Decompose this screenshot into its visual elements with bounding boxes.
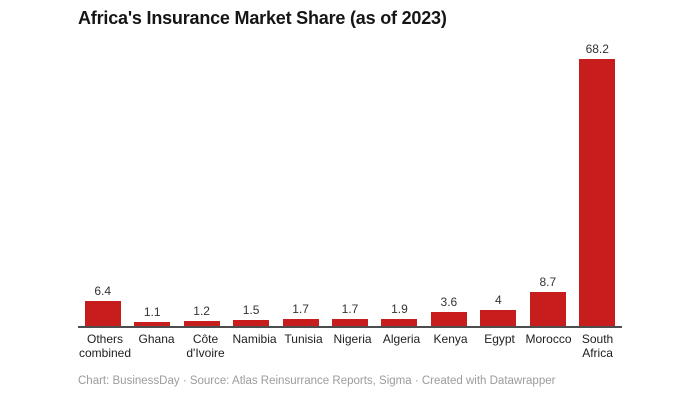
category-label: Egypt <box>484 332 515 346</box>
value-label: 8.7 <box>539 274 557 289</box>
category-label: Kenya <box>433 332 468 346</box>
category-label: Côte d'Ivoire <box>186 332 225 361</box>
category-label: Tunisia <box>284 332 323 346</box>
chart-title: Africa's Insurance Market Share (as of 2… <box>78 8 447 28</box>
value-label: 1.1 <box>143 304 161 319</box>
bar-column: 1.1 <box>127 305 176 326</box>
bar-column: 1.9 <box>375 302 424 326</box>
bar <box>282 319 319 326</box>
value-label: 1.9 <box>391 301 408 316</box>
x-axis-line <box>78 326 622 328</box>
value-label: 1.7 <box>341 302 359 317</box>
category-label: South Africa <box>581 332 614 361</box>
category-label: Others combined <box>79 332 132 361</box>
bar <box>579 59 616 326</box>
bars-row: 6.4 1.1 1.2 1.5 1.7 1.7 1.9 3.6 4 8.7 68.2 <box>78 42 622 326</box>
bar <box>381 318 418 326</box>
value-label: 68.2 <box>585 42 609 56</box>
bar-column: 1.5 <box>226 303 275 326</box>
bar-column: 1.2 <box>177 304 226 326</box>
bar <box>134 321 171 326</box>
category-label: Ghana <box>138 332 175 346</box>
bar <box>430 311 467 326</box>
bar-column: 1.7 <box>325 302 374 326</box>
bar-column: 6.4 <box>78 284 127 326</box>
bar <box>183 321 220 326</box>
bar-column: 8.7 <box>523 275 572 326</box>
category-label: Algeria <box>382 332 421 346</box>
bar-column: 3.6 <box>424 295 473 326</box>
bar <box>233 320 270 326</box>
category-label: Morocco <box>525 332 572 346</box>
value-label: 6.4 <box>94 283 112 298</box>
bar-column: 1.7 <box>276 302 325 326</box>
value-label: 1.7 <box>292 302 309 317</box>
bar <box>84 300 121 326</box>
bar <box>480 310 517 326</box>
attribution-line: Chart: BusinessDay · Source: Atlas Reins… <box>78 375 556 387</box>
category-label: Namibia <box>232 332 277 346</box>
value-label: 3.6 <box>440 294 458 309</box>
category-label: Nigeria <box>333 332 372 346</box>
bar-column: 68.2 <box>573 42 622 326</box>
value-label: 1.2 <box>193 304 210 319</box>
bar <box>331 319 368 326</box>
bar <box>529 291 566 326</box>
value-label: 4 <box>495 293 502 308</box>
categories-row: Others combined Ghana Côte d'Ivoire Namibia… <box>78 332 622 361</box>
value-label: 1.5 <box>242 303 260 318</box>
bar-column: 4 <box>474 293 523 326</box>
